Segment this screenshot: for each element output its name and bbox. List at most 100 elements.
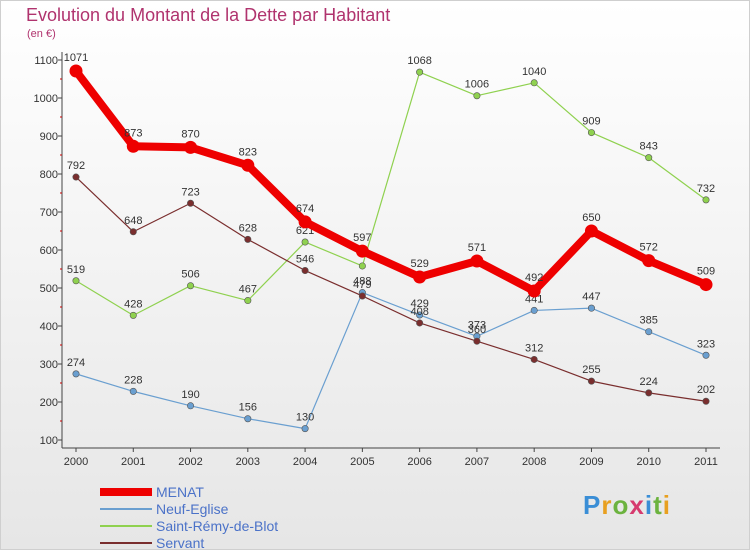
data-label: 488 <box>353 276 371 288</box>
data-label: 1068 <box>407 55 431 67</box>
data-point <box>470 254 484 268</box>
data-point <box>301 267 309 275</box>
data-point <box>530 306 538 314</box>
y-tick-label: 600 <box>40 245 58 257</box>
x-tick-label: 2009 <box>579 456 603 468</box>
x-tick-label: 2010 <box>636 456 660 468</box>
y-tick-label: 100 <box>40 435 58 447</box>
legend-label: Saint-Rémy-de-Blot <box>156 518 279 534</box>
data-label: 546 <box>296 254 314 266</box>
series-line-menat <box>72 67 710 296</box>
data-point <box>645 328 653 336</box>
data-point <box>645 154 653 162</box>
data-label: 873 <box>124 127 142 139</box>
data-label: 274 <box>67 357 85 369</box>
data-label: 909 <box>582 116 600 128</box>
y-tick-label: 900 <box>40 131 58 143</box>
legend-label: Servant <box>156 535 205 551</box>
data-label: 224 <box>640 376 658 388</box>
data-label: 228 <box>124 374 142 386</box>
data-label: 650 <box>582 212 600 224</box>
data-label: 597 <box>353 232 371 244</box>
data-point <box>244 297 252 305</box>
data-label: 441 <box>525 293 543 305</box>
data-label: 312 <box>525 342 543 354</box>
proxiti-logo: Proxiti <box>583 490 671 520</box>
data-label: 467 <box>239 284 257 296</box>
data-point <box>530 355 538 363</box>
data-point <box>241 158 255 172</box>
data-point <box>72 173 80 181</box>
data-label: 373 <box>468 319 486 331</box>
x-tick-label: 2007 <box>465 456 489 468</box>
data-point <box>473 337 481 345</box>
data-label: 843 <box>640 141 658 153</box>
data-label: 202 <box>697 384 715 396</box>
data-point <box>702 351 710 359</box>
data-point <box>587 377 595 385</box>
data-point <box>530 79 538 87</box>
data-point <box>301 425 309 433</box>
data-point <box>416 311 424 319</box>
data-point <box>473 92 481 100</box>
data-point <box>72 370 80 378</box>
data-point <box>645 389 653 397</box>
series-line-servant <box>75 176 707 402</box>
data-label: 492 <box>525 272 543 284</box>
data-point <box>642 254 656 268</box>
data-label: 628 <box>239 222 257 234</box>
data-label: 323 <box>697 338 715 350</box>
legend-label: MENAT <box>156 484 204 500</box>
x-tick-label: 2002 <box>178 456 202 468</box>
data-point <box>187 282 195 290</box>
data-point <box>587 129 595 137</box>
data-point <box>69 64 83 78</box>
data-label: 156 <box>239 402 257 414</box>
data-label: 529 <box>410 258 428 270</box>
data-point <box>355 244 369 258</box>
data-point <box>584 224 598 238</box>
legend-swatch <box>100 508 152 510</box>
data-label: 360 <box>468 324 486 336</box>
chart-title: Evolution du Montant de la Dette par Hab… <box>26 5 391 25</box>
data-label: 1040 <box>522 66 546 78</box>
data-label: 732 <box>697 183 715 195</box>
y-tick-label: 1100 <box>34 55 58 67</box>
data-point <box>413 270 427 284</box>
data-point <box>184 140 198 154</box>
data-point <box>187 402 195 410</box>
data-label: 648 <box>124 215 142 227</box>
x-tick-label: 2008 <box>522 456 546 468</box>
y-tick-label: 300 <box>40 359 58 371</box>
y-tick-label: 400 <box>40 321 58 333</box>
data-point <box>301 238 309 246</box>
x-tick-label: 2004 <box>293 456 317 468</box>
data-label: 255 <box>582 364 600 376</box>
data-point <box>416 68 424 76</box>
x-tick-label: 2003 <box>236 456 260 468</box>
legend-swatch <box>100 488 152 496</box>
data-label: 519 <box>67 264 85 276</box>
y-tick-label: 500 <box>40 283 58 295</box>
data-label: 870 <box>181 128 199 140</box>
legend-swatch <box>100 525 152 527</box>
data-point <box>129 387 137 395</box>
data-label: 429 <box>410 298 428 310</box>
data-label: 509 <box>697 266 715 278</box>
data-label: 572 <box>640 242 658 254</box>
data-point <box>126 139 140 153</box>
data-point <box>244 415 252 423</box>
y-tick-label: 200 <box>40 397 58 409</box>
data-point <box>187 199 195 207</box>
y-tick-label: 1000 <box>34 93 58 105</box>
legend-label: Neuf-Eglise <box>156 501 229 517</box>
data-label: 408 <box>410 306 428 318</box>
data-point <box>702 397 710 405</box>
x-tick-label: 2001 <box>121 456 145 468</box>
data-label: 792 <box>67 160 85 172</box>
data-label: 428 <box>124 298 142 310</box>
y-tick-label: 800 <box>40 169 58 181</box>
data-point <box>358 292 366 300</box>
data-point <box>702 196 710 204</box>
